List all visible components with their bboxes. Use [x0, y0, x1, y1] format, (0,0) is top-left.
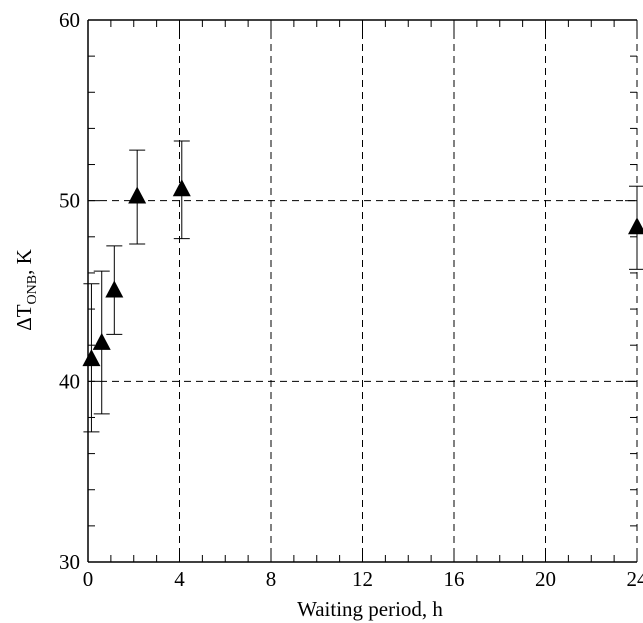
- y-axis-title-subscript: ONB: [25, 275, 40, 305]
- x-tick-label: 8: [266, 567, 277, 591]
- x-tick-label: 16: [444, 567, 465, 591]
- error-bars: [83, 140, 643, 433]
- x-tick-label: 20: [535, 567, 556, 591]
- data-point-triangle: [172, 179, 191, 197]
- y-axis-title-prefix: ΔT: [12, 304, 36, 331]
- x-tick-label: 24: [627, 567, 643, 591]
- data-point-triangle: [105, 280, 124, 298]
- y-tick-label: 40: [59, 369, 80, 393]
- data-point-triangle: [92, 332, 111, 350]
- data-point-triangle: [628, 217, 643, 235]
- y-tick-label: 30: [59, 550, 80, 574]
- x-axis-title: Waiting period, h: [297, 597, 443, 621]
- tick-marks: [87, 19, 638, 563]
- data-point-triangle: [128, 186, 147, 204]
- y-tick-label: 50: [59, 189, 80, 213]
- y-axis-title-suffix: , K: [12, 249, 36, 275]
- data-points: [82, 179, 643, 367]
- tick-labels: 0 4 8 12 16 20 24 30 40 50 60: [59, 8, 643, 591]
- y-tick-label: 60: [59, 8, 80, 32]
- x-tick-label: 12: [352, 567, 373, 591]
- grid-layer: [88, 20, 637, 562]
- x-tick-label: 4: [174, 567, 185, 591]
- data-point-triangle: [82, 349, 101, 367]
- x-tick-label: 0: [83, 567, 94, 591]
- y-axis-title: ΔTONB, K: [12, 249, 40, 331]
